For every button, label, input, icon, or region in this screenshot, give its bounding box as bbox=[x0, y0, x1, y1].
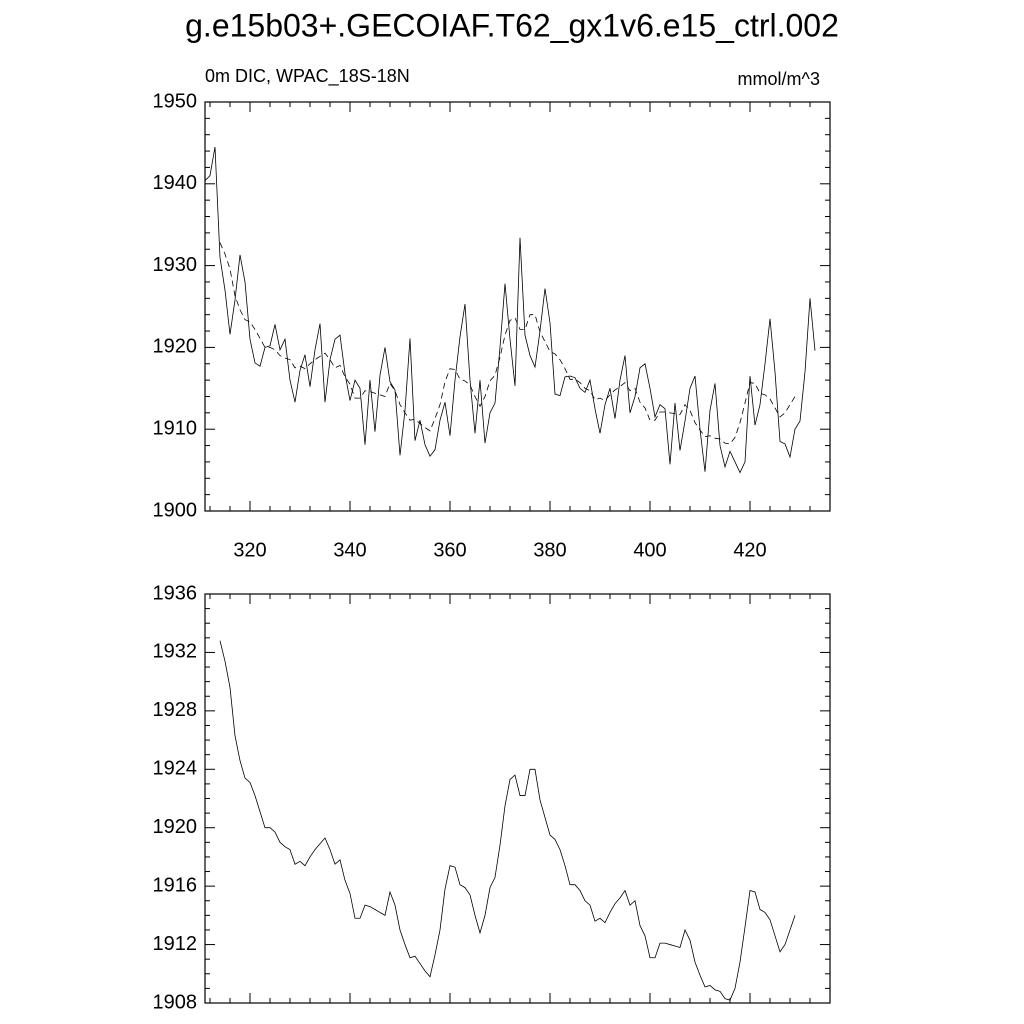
y-tick-label: 1928 bbox=[153, 699, 198, 721]
y-tick-label: 1940 bbox=[153, 172, 198, 194]
data-line bbox=[219, 242, 796, 445]
plot-frame bbox=[204, 101, 831, 512]
x-tick-label: 400 bbox=[633, 539, 666, 561]
y-tick-label: 1910 bbox=[153, 417, 198, 439]
y-tick-label: 1908 bbox=[153, 991, 198, 1013]
x-tick-label: 420 bbox=[733, 539, 766, 561]
y-tick-label: 1950 bbox=[153, 90, 198, 112]
x-tick-label: 320 bbox=[233, 539, 266, 561]
y-tick-label: 1900 bbox=[153, 499, 198, 521]
data-line bbox=[219, 640, 796, 1001]
y-tick-label: 1936 bbox=[153, 582, 198, 604]
y-tick-label: 1932 bbox=[153, 641, 198, 663]
plot-frame bbox=[204, 593, 831, 1004]
x-tick-label: 340 bbox=[333, 539, 366, 561]
y-tick-label: 1930 bbox=[153, 254, 198, 276]
y-tick-label: 1920 bbox=[153, 816, 198, 838]
data-line bbox=[204, 146, 816, 474]
y-tick-label: 1924 bbox=[153, 758, 198, 780]
y-tick-label: 1916 bbox=[153, 874, 198, 896]
units: mmol/m^3 bbox=[738, 69, 820, 89]
x-tick-label: 360 bbox=[433, 539, 466, 561]
y-tick-label: 1920 bbox=[153, 336, 198, 358]
page-title: g.e15b03+.GECOIAF.T62_gx1v6.e15_ctrl.002 bbox=[185, 7, 839, 43]
x-tick-label: 380 bbox=[533, 539, 566, 561]
y-tick-label: 1912 bbox=[153, 933, 198, 955]
subtitle: 0m DIC, WPAC_18S-18N bbox=[205, 66, 410, 87]
